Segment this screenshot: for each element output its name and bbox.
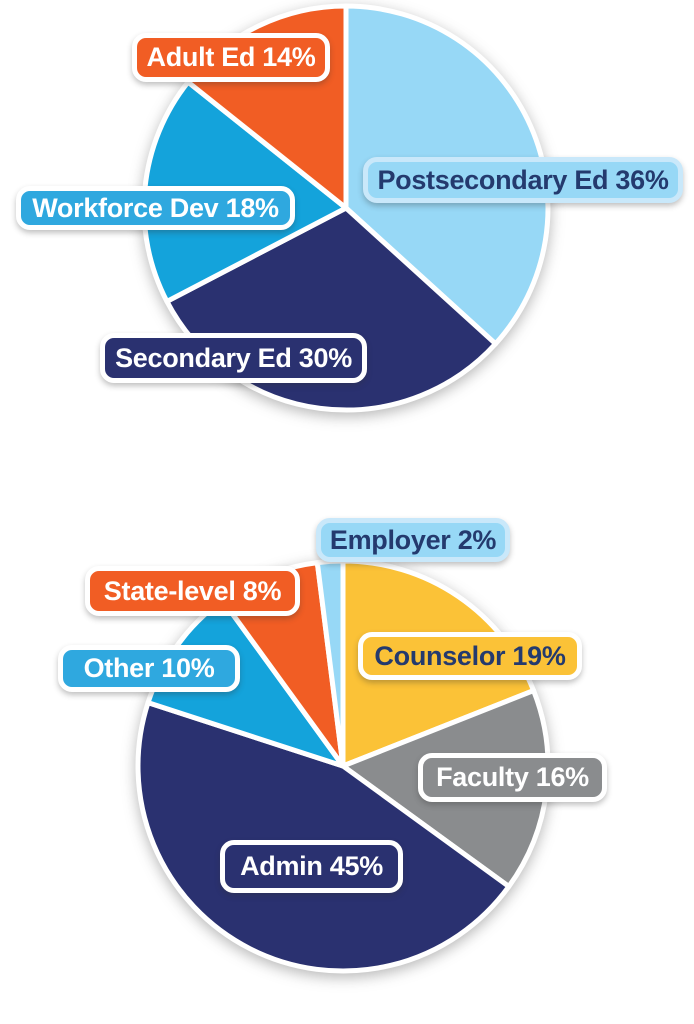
- callout-state-level: State-level 8%: [85, 566, 300, 616]
- callout-secondary-ed: Secondary Ed 30%: [100, 333, 367, 383]
- callout-workforce-dev: Workforce Dev 18%: [16, 186, 295, 230]
- callout-other: Other 10%: [58, 645, 240, 692]
- callout-faculty: Faculty 16%: [418, 753, 607, 802]
- callout-postsecondary-ed: Postsecondary Ed 36%: [363, 157, 683, 203]
- callout-admin: Admin 45%: [220, 840, 403, 893]
- callout-employer: Employer 2%: [316, 518, 510, 562]
- callout-adult-ed: Adult Ed 14%: [132, 33, 330, 82]
- callout-counselor: Counselor 19%: [358, 632, 582, 680]
- pie-slice-admin: [135, 700, 512, 974]
